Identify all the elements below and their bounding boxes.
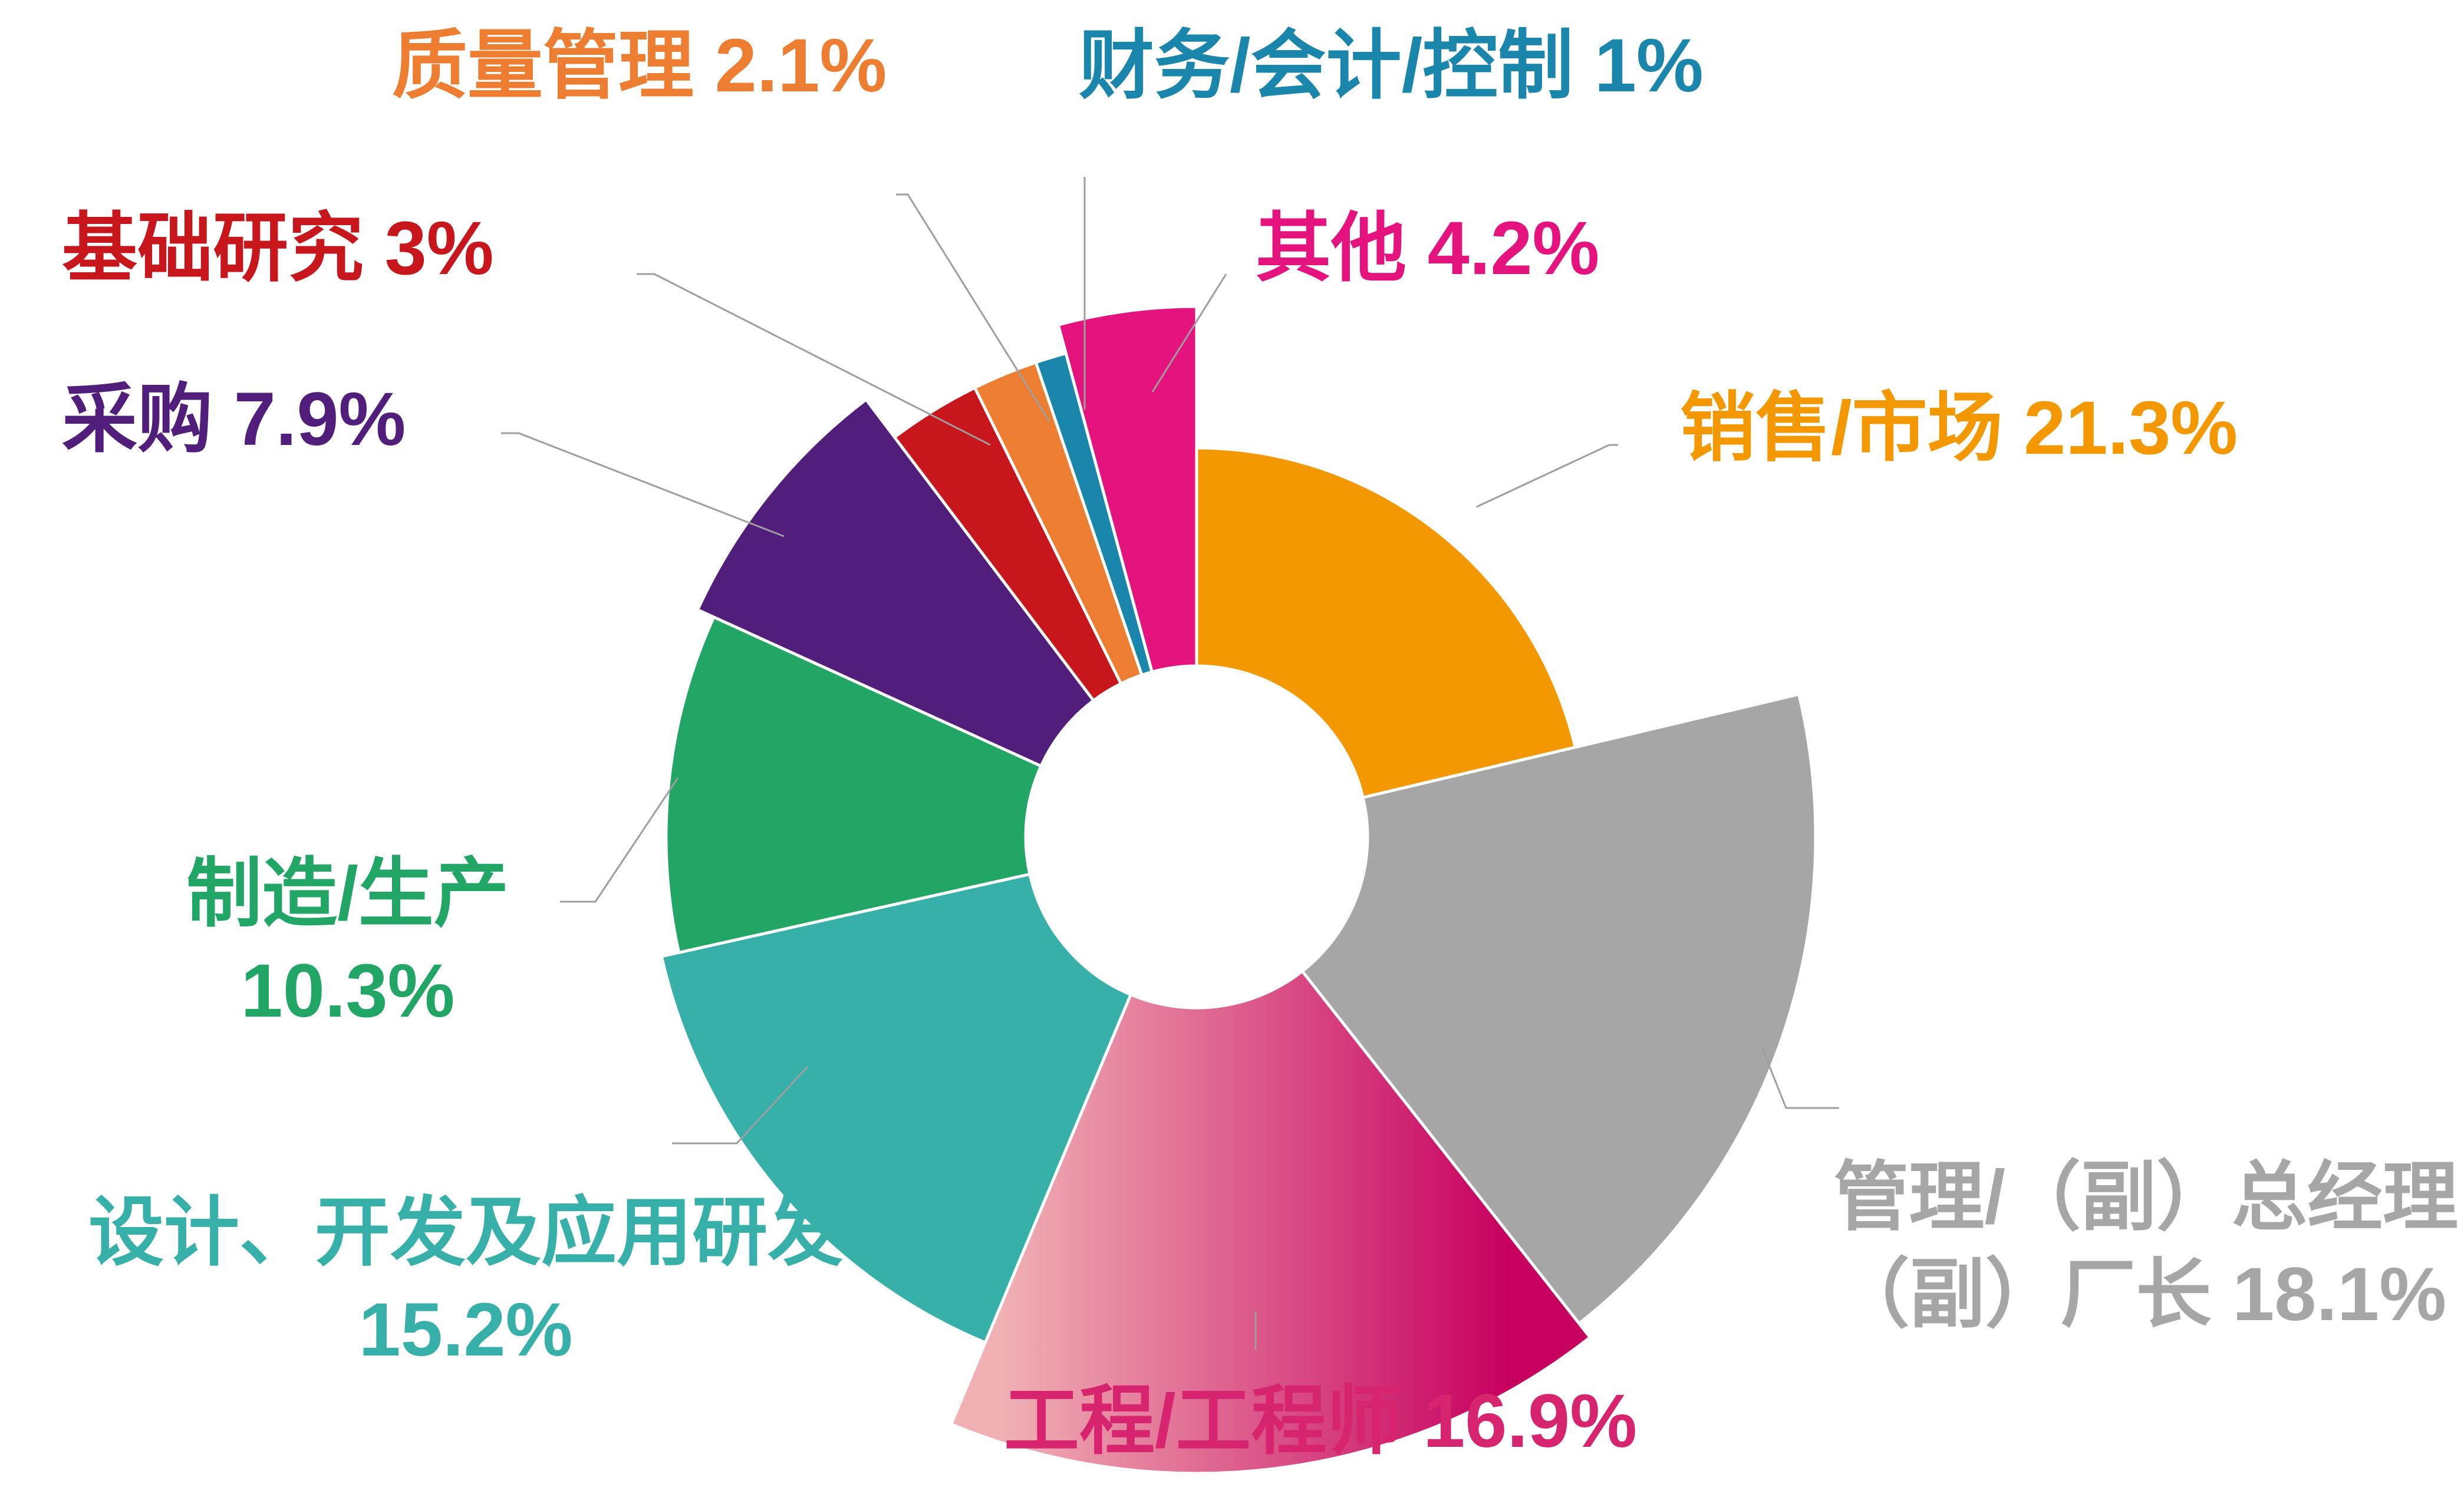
slice-label-5-line-1: 制造/生产 — [186, 852, 509, 936]
leader-line-10 — [1151, 273, 1227, 393]
leader-line-8 — [896, 193, 1050, 422]
slice-label-2-line-2: （副）厂长 18.1% — [1834, 1252, 2447, 1337]
pie-slice-7 — [893, 386, 1123, 703]
leader-line-1 — [1476, 444, 1618, 508]
slice-label-4-line-1: 设计、开发及应用研发 — [88, 1190, 843, 1275]
slice-label-10: 其他 4.2% — [1256, 206, 1599, 291]
pie-slice-4 — [660, 872, 1132, 1344]
leader-lines — [501, 177, 1839, 1350]
pie-slice-3 — [950, 969, 1592, 1475]
slice-label-8: 质量管理 2.1% — [392, 24, 887, 108]
slice-label-5-line-2: 10.3% — [241, 949, 455, 1033]
slice-label-9: 财务/会计/控制 1% — [1079, 24, 1704, 108]
slice-label-4-line-2: 15.2% — [359, 1288, 573, 1372]
slice-label-3: 工程/工程师 16.9% — [1004, 1379, 1637, 1463]
slice-label-7: 基础研究 3% — [62, 206, 494, 291]
slice-label-1: 销售/市场 21.3% — [1680, 386, 2238, 470]
leader-line-4 — [672, 1066, 809, 1145]
leader-line-6 — [501, 432, 785, 537]
slice-label-2-line-1: 管理/（副）总经理 — [1833, 1155, 2458, 1239]
leader-line-2 — [1761, 1048, 1839, 1109]
leader-line-7 — [637, 273, 991, 446]
slice-labels: 销售/市场 21.3% 管理/（副）总经理 （副）厂长 18.1% 工程/工程师 16… — [62, 24, 2458, 1463]
pie-slice-1 — [1195, 446, 1577, 799]
pie-slice-10 — [1056, 305, 1198, 674]
pie-slices — [660, 305, 1817, 1475]
pie-slice-2 — [1300, 692, 1817, 1325]
leader-line-5 — [560, 777, 679, 903]
slice-label-6: 采购 7.9% — [62, 377, 406, 461]
pie-slice-6 — [696, 398, 1095, 768]
pie-slice-5 — [664, 615, 1043, 954]
